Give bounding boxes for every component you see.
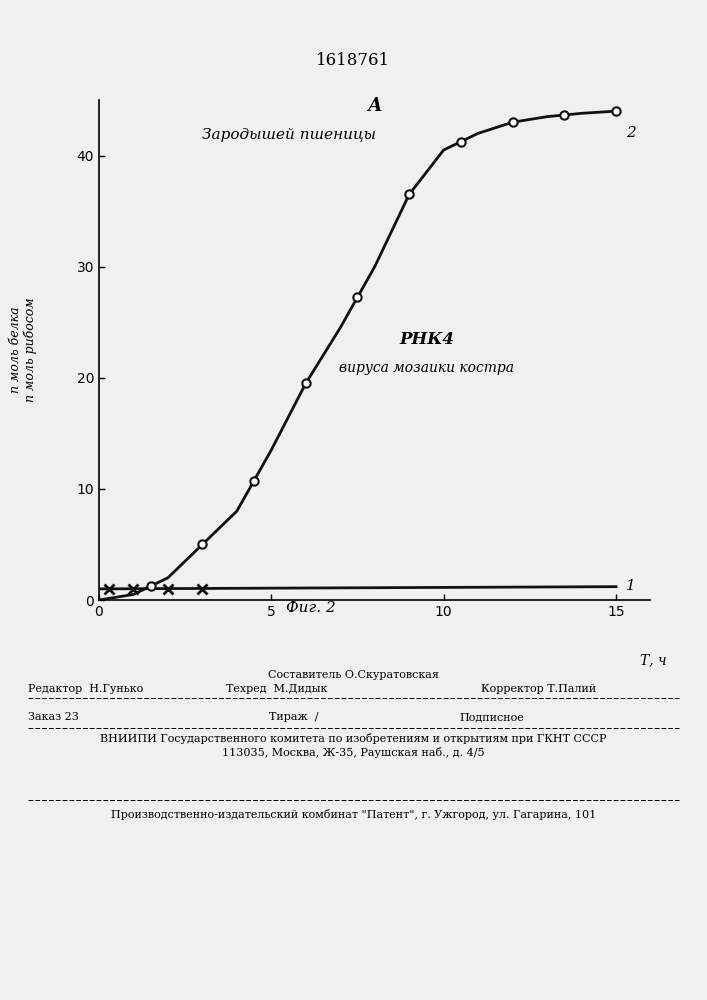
Text: Производственно-издательский комбинат "Патент", г. Ужгород, ул. Гагарина, 101: Производственно-издательский комбинат "П… xyxy=(111,809,596,820)
Text: Редактор  Н.Гунько: Редактор Н.Гунько xyxy=(28,684,144,694)
Text: Заказ 23: Заказ 23 xyxy=(28,712,79,722)
Text: 113035, Москва, Ж-35, Раушская наб., д. 4/5: 113035, Москва, Ж-35, Раушская наб., д. … xyxy=(222,747,485,758)
Text: ВНИИПИ Государственного комитета по изобретениям и открытиям при ГКНТ СССР: ВНИИПИ Государственного комитета по изоб… xyxy=(100,733,607,744)
Text: Корректор Т.Палий: Корректор Т.Палий xyxy=(481,684,596,694)
Text: вируса мозаики костра: вируса мозаики костра xyxy=(339,361,514,375)
Text: 2: 2 xyxy=(626,126,636,140)
Text: Т, ч: Т, ч xyxy=(640,653,667,667)
Text: Техред  М.Дидык: Техред М.Дидык xyxy=(226,684,327,694)
Text: Зародышей пшеницы: Зародышей пшеницы xyxy=(201,128,375,142)
Text: Тираж  /: Тираж / xyxy=(269,712,318,722)
Text: Фиг. 2: Фиг. 2 xyxy=(286,601,336,615)
Text: РНК4: РНК4 xyxy=(399,331,454,348)
Text: 1618761: 1618761 xyxy=(317,52,390,69)
Text: А: А xyxy=(368,97,382,115)
Text: п моль белка
п моль рибосом: п моль белка п моль рибосом xyxy=(9,298,37,402)
Text: 1: 1 xyxy=(626,579,636,593)
Text: Составитель О.Скуратовская: Составитель О.Скуратовская xyxy=(268,670,439,680)
Text: Подписное: Подписное xyxy=(460,712,525,722)
